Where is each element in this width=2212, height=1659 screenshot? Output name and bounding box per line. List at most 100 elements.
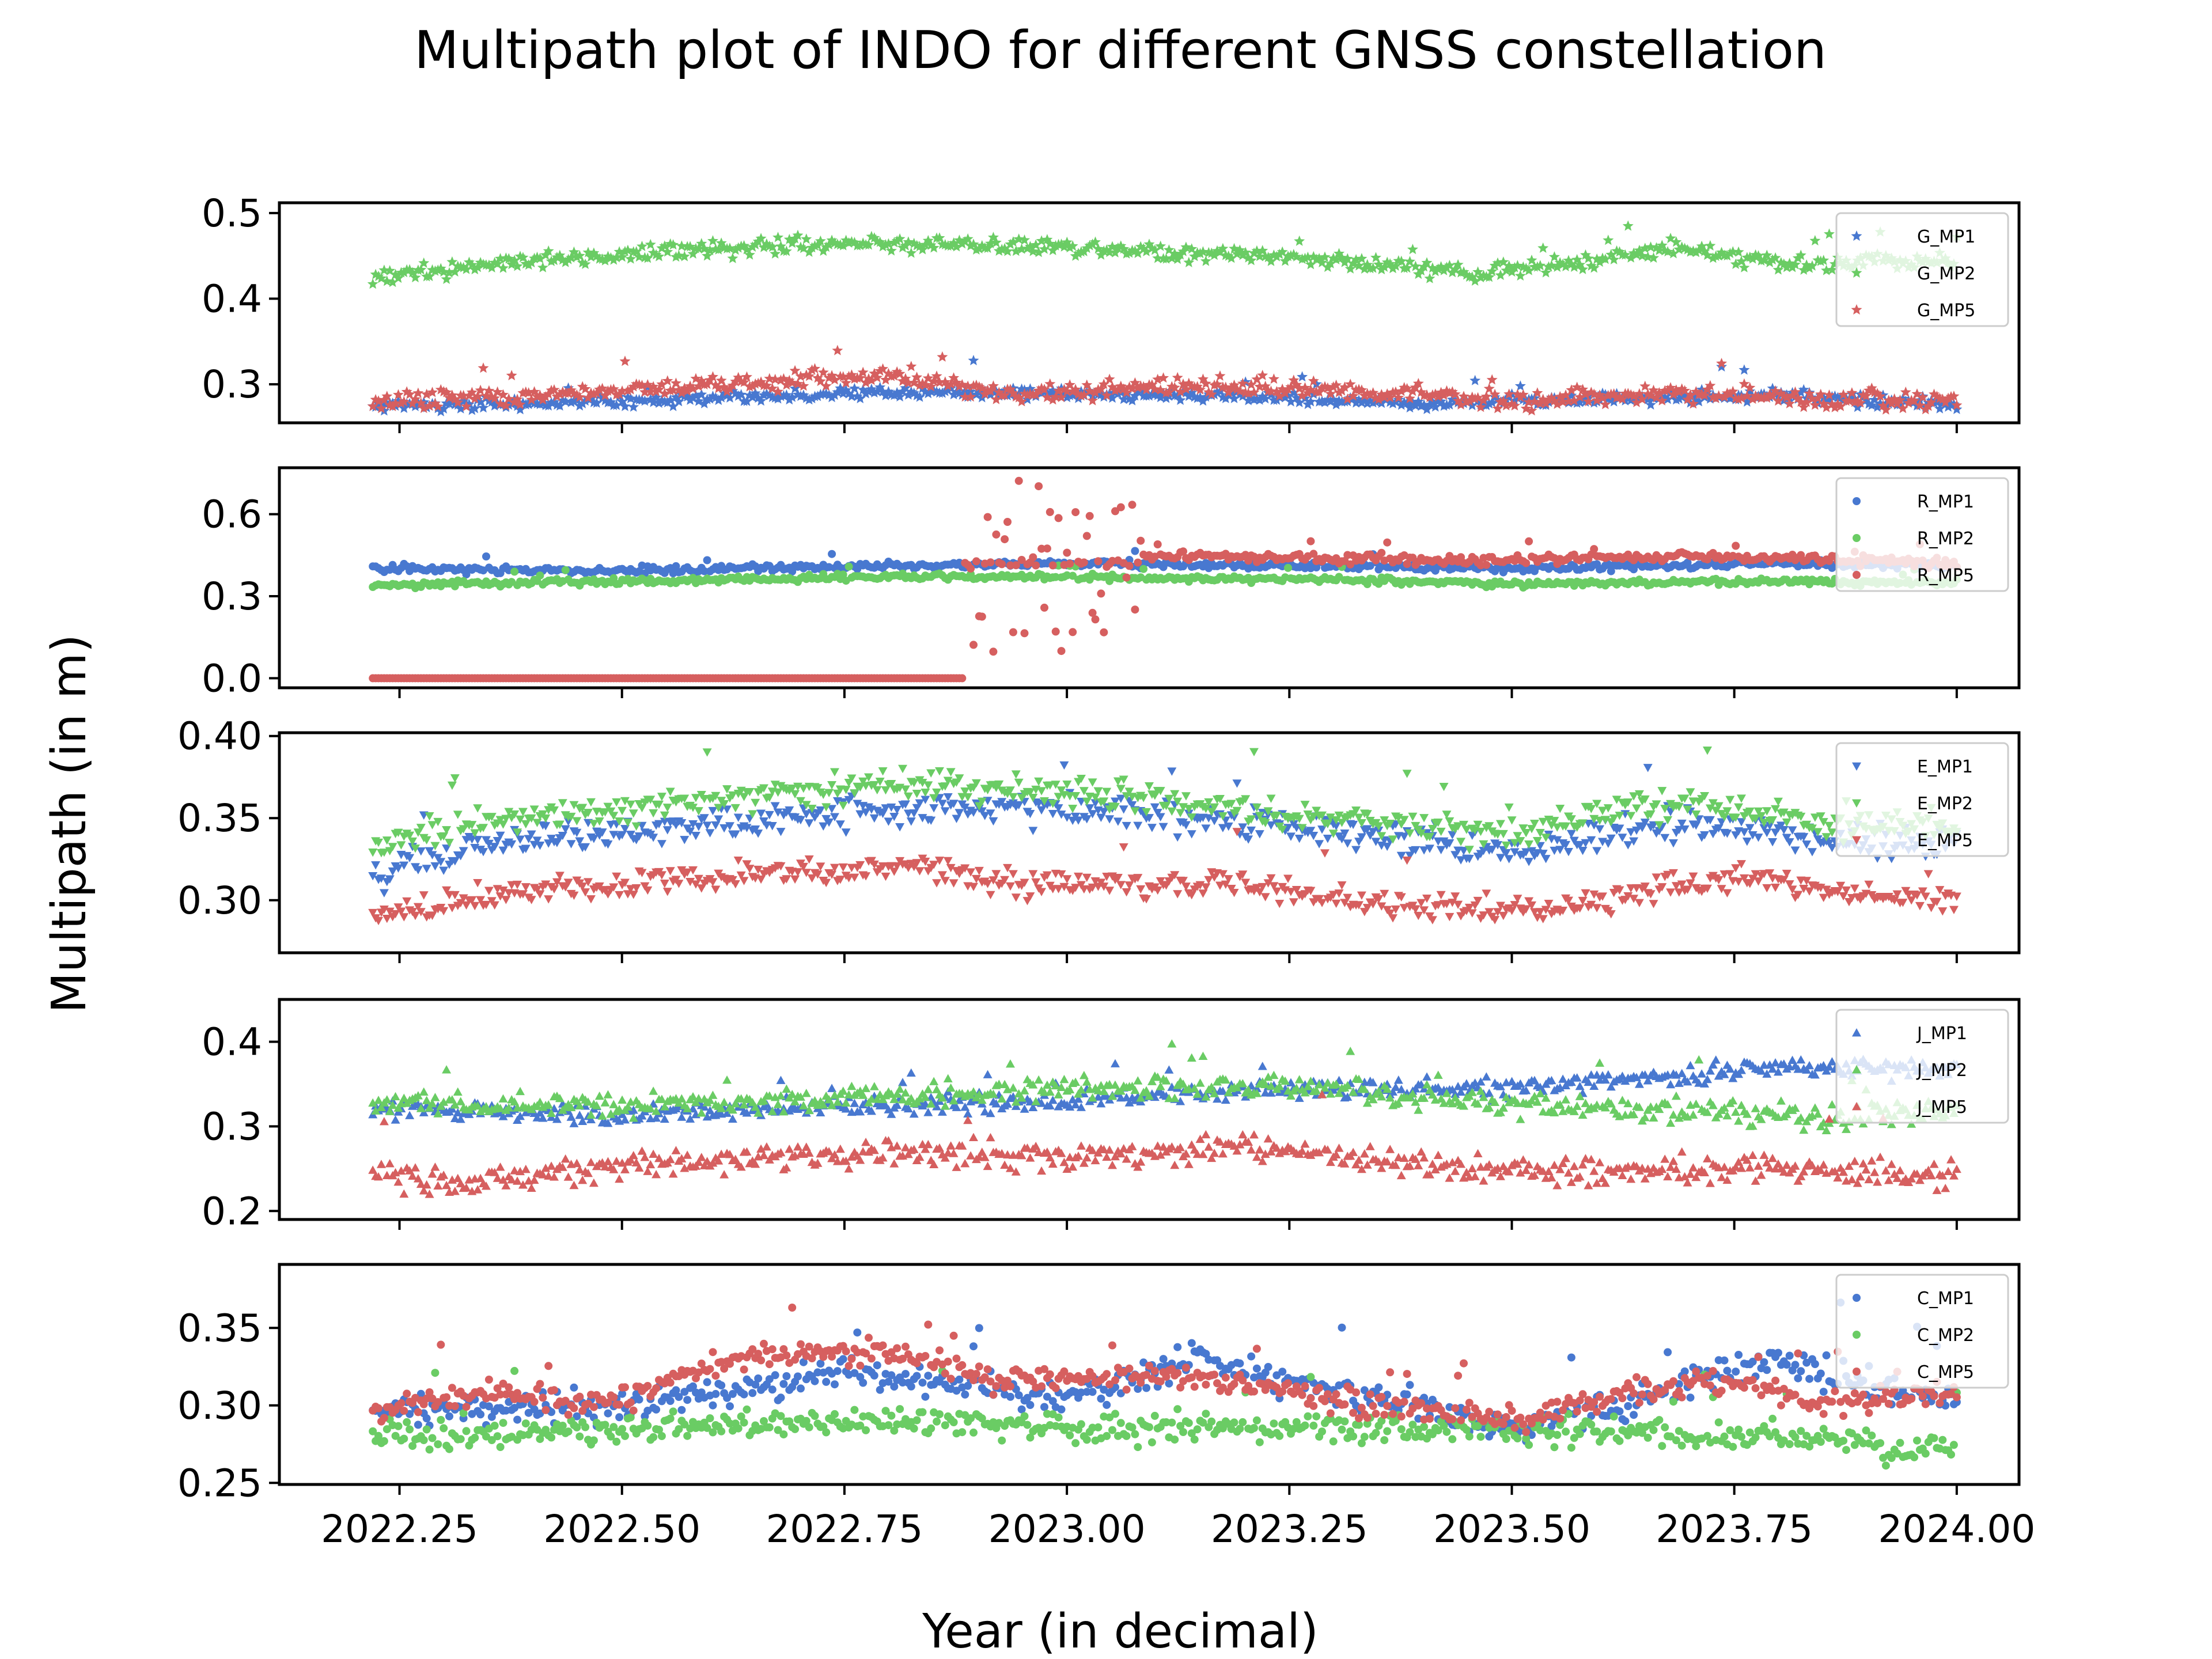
data-point [1504,803,1514,812]
data-point [1541,834,1551,842]
data-point [1402,262,1413,273]
data-point [1354,813,1363,822]
data-point [1067,385,1078,396]
data-point [1156,787,1165,796]
data-point [1116,881,1126,889]
data-point [747,380,758,391]
data-point [521,844,531,853]
data-point [1677,819,1687,828]
data-point [435,406,446,416]
data-point [1033,247,1044,257]
data-point [1252,803,1262,812]
data-point [790,875,800,884]
data-point [1874,391,1886,402]
data-point [733,813,743,822]
data-point [579,383,591,394]
data-point [942,380,954,391]
data-point [571,389,582,400]
data-point [1809,399,1821,410]
data-point [1408,812,1418,821]
panel-frame-G [278,201,2021,425]
data-point [1076,881,1086,889]
data-point [1801,396,1812,407]
data-point [657,793,666,801]
data-point [929,794,939,802]
data-point [1362,825,1372,834]
data-point [829,374,840,385]
data-point [1286,832,1296,841]
data-point [1161,392,1172,403]
data-point [521,883,531,892]
data-point [812,372,823,383]
data-point [1648,252,1660,263]
data-point [882,238,894,249]
data-point [857,366,869,377]
data-point [498,820,508,829]
data-point [1181,882,1191,891]
data-point [1104,373,1115,384]
data-point [1738,262,1750,272]
data-point [1116,785,1126,793]
data-point [1821,402,1832,412]
data-point [826,234,838,245]
data-point [912,789,922,798]
data-point [498,262,509,273]
data-point [489,392,501,403]
data-point [1424,399,1435,410]
data-point [832,344,843,355]
data-point [560,256,571,267]
data-point [1660,805,1670,813]
data-point [476,896,486,904]
data-point [391,910,400,919]
data-point [1232,828,1242,836]
data-point [1716,361,1728,372]
data-point [1600,399,1611,410]
data-point [1316,257,1328,268]
data-point [801,233,812,244]
data-point [1124,393,1135,404]
data-point [942,384,954,395]
data-point [1427,824,1437,834]
data-point [1495,270,1506,281]
data-point [1753,807,1763,816]
data-point [504,808,514,816]
data-point [1514,391,1526,402]
data-point [1241,795,1251,804]
data-point [1183,256,1195,267]
data-point [512,393,523,404]
data-point [914,391,926,402]
data-point [1175,386,1186,397]
data-point [1691,821,1701,830]
data-point [1424,272,1435,283]
data-point [844,874,854,882]
data-point [815,376,826,387]
data-point [1663,816,1673,825]
data-point [416,824,426,832]
data-point [382,836,392,845]
data-point [704,245,716,256]
data-point [1232,779,1242,788]
data-point [1075,390,1087,401]
data-point [374,838,384,847]
data-point [1061,385,1073,396]
data-point [509,255,520,266]
data-point [1098,245,1109,256]
data-point [1799,833,1809,842]
data-point [1139,565,1148,573]
data-point [1744,382,1756,393]
data-point [649,834,658,842]
data-point [960,864,970,873]
data-point [1615,812,1624,820]
data-point [1753,834,1763,842]
data-point [673,384,684,395]
data-point [988,817,998,826]
data-point [1000,876,1010,885]
data-point [1634,790,1644,799]
data-point [875,777,885,786]
data-point [467,896,477,905]
data-point [1224,875,1233,884]
data-point [785,806,794,815]
panel-markers-G [367,220,1963,416]
data-point [889,812,899,821]
data-point [527,896,536,904]
